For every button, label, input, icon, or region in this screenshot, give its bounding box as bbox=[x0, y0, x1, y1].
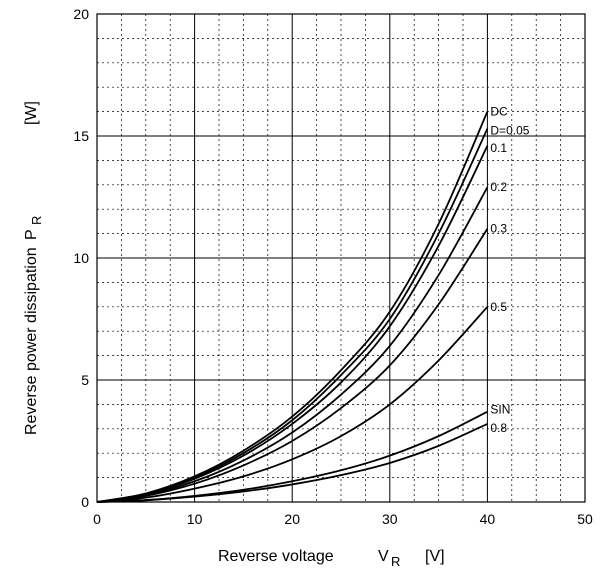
y-axis-subscript: R bbox=[29, 216, 44, 225]
x-tick-label: 40 bbox=[480, 511, 496, 527]
x-tick-label: 10 bbox=[187, 511, 203, 527]
x-axis-subscript: R bbox=[391, 554, 400, 569]
series-label-0.2: 0.2 bbox=[490, 180, 507, 194]
x-axis-unit: [V] bbox=[425, 548, 445, 565]
series-label-0.3: 0.3 bbox=[490, 222, 507, 236]
minor-grid bbox=[97, 14, 585, 502]
y-axis-label-text: Reverse power dissipation bbox=[23, 247, 40, 435]
x-tick-labels: 0 10 20 30 40 50 bbox=[93, 511, 593, 527]
series-label-0.8: 0.8 bbox=[490, 421, 507, 435]
x-tick-label: 20 bbox=[284, 511, 300, 527]
plot-frame bbox=[96, 13, 586, 503]
x-axis-symbol: V bbox=[378, 548, 389, 565]
series-line-0.3 bbox=[96, 228, 489, 503]
y-tick-labels: 0 5 10 15 20 bbox=[73, 6, 89, 510]
y-tick-label: 20 bbox=[73, 6, 89, 22]
series-line-0.5 bbox=[96, 306, 489, 503]
x-axis-label-text: Reverse voltage bbox=[218, 548, 334, 565]
x-axis-title: Reverse voltage V R [V] bbox=[218, 548, 445, 569]
curves bbox=[96, 111, 489, 503]
x-tick-label: 0 bbox=[93, 511, 101, 527]
x-tick-label: 50 bbox=[577, 511, 593, 527]
series-line-0.1 bbox=[96, 145, 489, 503]
y-tick-label: 10 bbox=[73, 250, 89, 266]
y-axis-title: Reverse power dissipation P R [W] bbox=[23, 101, 44, 435]
series-label-0.5: 0.5 bbox=[490, 300, 507, 314]
y-tick-label: 15 bbox=[73, 128, 89, 144]
y-axis-symbol: P bbox=[23, 229, 40, 240]
y-axis-unit: [W] bbox=[23, 101, 40, 125]
series-label-0.1: 0.1 bbox=[490, 141, 507, 155]
x-tick-label: 30 bbox=[382, 511, 398, 527]
series-label-DC: DC bbox=[490, 105, 508, 119]
y-tick-label: 5 bbox=[81, 372, 89, 388]
y-tick-label: 0 bbox=[81, 494, 89, 510]
series-label-SIN: SIN bbox=[490, 403, 510, 417]
major-grid bbox=[97, 14, 585, 502]
series-label-D=0.05: D=0.05 bbox=[490, 124, 529, 138]
series-line-0.8 bbox=[96, 423, 488, 503]
series-line-0.2 bbox=[96, 186, 489, 503]
series-labels: DC D=0.05 0.1 0.2 0.3 0.5 SIN 0.8 bbox=[490, 105, 529, 435]
